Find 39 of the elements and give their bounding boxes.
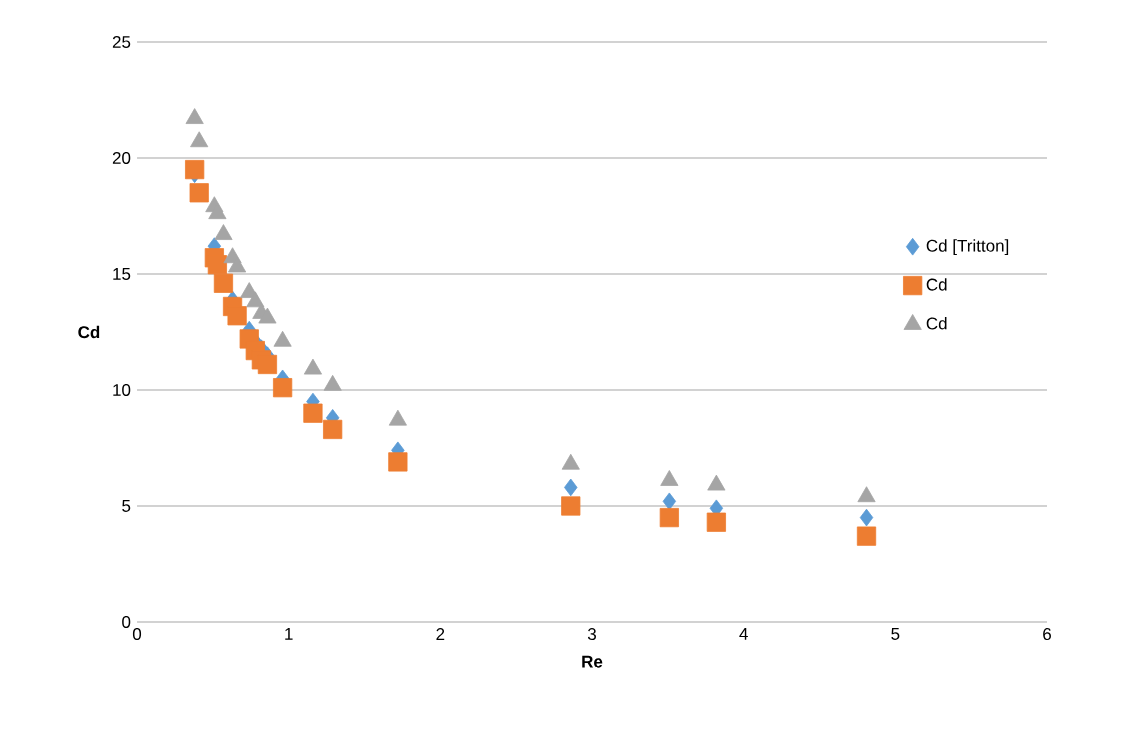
x-tick-label: 1 bbox=[285, 628, 293, 640]
point bbox=[214, 224, 233, 240]
x-tick-label: 5 bbox=[891, 628, 900, 640]
y-axis-title: Cd bbox=[78, 325, 100, 339]
x-tick-label: 6 bbox=[1043, 628, 1051, 641]
point bbox=[189, 183, 209, 203]
point bbox=[207, 255, 227, 275]
point bbox=[185, 108, 204, 124]
point bbox=[561, 496, 581, 516]
x-tick-label: 4 bbox=[739, 628, 748, 640]
y-tick-label: 15 bbox=[113, 268, 131, 280]
point bbox=[659, 507, 679, 528]
legend-label: Cd [Tritton] bbox=[926, 239, 1009, 256]
point bbox=[706, 512, 726, 532]
point bbox=[323, 419, 343, 440]
point bbox=[859, 508, 874, 527]
legend-label: Cd bbox=[926, 317, 947, 330]
point bbox=[258, 307, 277, 324]
x-tick-label: 2 bbox=[436, 628, 445, 640]
point bbox=[273, 378, 293, 398]
point bbox=[190, 131, 209, 148]
point bbox=[213, 273, 234, 293]
point bbox=[246, 291, 265, 308]
y-tick-label: 20 bbox=[112, 151, 131, 164]
point bbox=[564, 478, 578, 497]
x-axis-title: Re bbox=[582, 655, 603, 668]
x-tick-label: 3 bbox=[587, 628, 596, 641]
point bbox=[388, 452, 408, 472]
y-tick-label: 10 bbox=[113, 383, 131, 396]
legend-label: Cd bbox=[926, 278, 947, 291]
x-tick-label: 0 bbox=[132, 628, 142, 641]
y-tick-label: 5 bbox=[122, 500, 131, 512]
point bbox=[257, 354, 278, 375]
point bbox=[227, 306, 247, 326]
point bbox=[662, 492, 677, 511]
point bbox=[856, 526, 877, 546]
y-tick-label: 0 bbox=[122, 615, 131, 628]
y-tick-label: 25 bbox=[112, 35, 131, 48]
point bbox=[303, 403, 323, 423]
